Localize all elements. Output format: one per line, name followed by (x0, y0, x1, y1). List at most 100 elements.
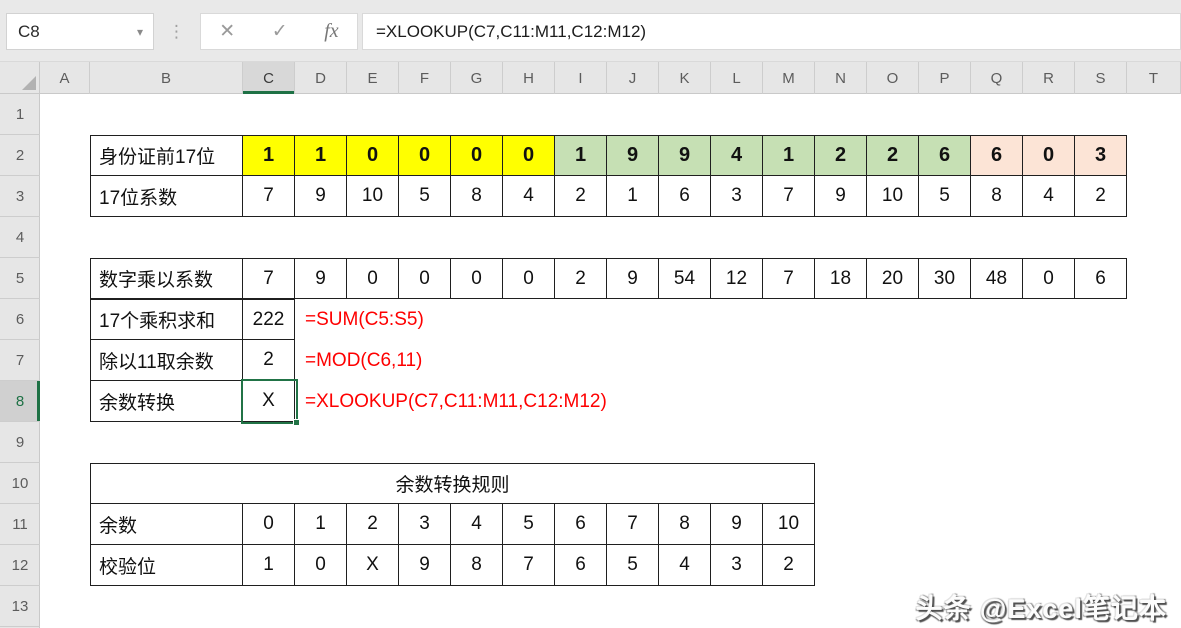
column-header-O[interactable]: O (867, 62, 919, 94)
calc-label[interactable]: 余数转换 (90, 381, 243, 422)
product-cell[interactable]: 0 (399, 258, 451, 299)
remainder-label[interactable]: 余数 (90, 504, 243, 545)
row-header-3[interactable]: 3 (0, 176, 40, 217)
column-header-R[interactable]: R (1023, 62, 1075, 94)
row-header-13[interactable]: 13 (0, 586, 40, 627)
row-header-1[interactable]: 1 (0, 94, 40, 135)
column-header-N[interactable]: N (815, 62, 867, 94)
column-header-K[interactable]: K (659, 62, 711, 94)
product-cell[interactable]: 9 (295, 258, 347, 299)
id-digits-label[interactable]: 身份证前17位 (90, 135, 243, 176)
id-digit-cell[interactable]: 2 (867, 135, 919, 176)
insert-function-icon[interactable]: fx (324, 20, 339, 42)
coeff-cell[interactable]: 7 (763, 176, 815, 217)
calc-value-cell[interactable]: 2 (243, 340, 295, 381)
coeff-cell[interactable]: 8 (451, 176, 503, 217)
column-header-F[interactable]: F (399, 62, 451, 94)
coeff-cell[interactable]: 10 (867, 176, 919, 217)
check-digit-cell[interactable]: 5 (607, 545, 659, 586)
calc-value-cell[interactable]: 222 (243, 299, 295, 340)
remainder-cell[interactable]: 4 (451, 504, 503, 545)
id-digit-cell[interactable]: 9 (607, 135, 659, 176)
row-header-12[interactable]: 12 (0, 545, 40, 586)
calc-value-cell[interactable]: X (243, 381, 295, 422)
column-header-C[interactable]: C (243, 62, 295, 94)
check-digit-cell[interactable]: 9 (399, 545, 451, 586)
row-header-6[interactable]: 6 (0, 299, 40, 340)
row-header-4[interactable]: 4 (0, 217, 40, 258)
column-header-E[interactable]: E (347, 62, 399, 94)
product-cell[interactable]: 0 (503, 258, 555, 299)
check-digit-label[interactable]: 校验位 (90, 545, 243, 586)
chevron-down-icon[interactable]: ▾ (136, 24, 143, 39)
product-cell[interactable]: 0 (1023, 258, 1075, 299)
id-digit-cell[interactable]: 0 (1023, 135, 1075, 176)
column-header-L[interactable]: L (711, 62, 763, 94)
column-header-D[interactable]: D (295, 62, 347, 94)
check-digit-cell[interactable]: 1 (243, 545, 295, 586)
select-all-button[interactable] (0, 62, 40, 94)
product-cell[interactable]: 9 (607, 258, 659, 299)
enter-icon[interactable]: ✓ (271, 21, 288, 42)
column-header-P[interactable]: P (919, 62, 971, 94)
row-header-2[interactable]: 2 (0, 135, 40, 176)
coeff-cell[interactable]: 6 (659, 176, 711, 217)
row-header-10[interactable]: 10 (0, 463, 40, 504)
product-cell[interactable]: 48 (971, 258, 1023, 299)
product-cell[interactable]: 7 (763, 258, 815, 299)
remainder-cell[interactable]: 10 (763, 504, 815, 545)
column-header-A[interactable]: A (40, 62, 90, 94)
id-digit-cell[interactable]: 0 (347, 135, 399, 176)
coeff-cell[interactable]: 2 (1075, 176, 1127, 217)
id-digit-cell[interactable]: 0 (399, 135, 451, 176)
check-digit-cell[interactable]: 3 (711, 545, 763, 586)
calc-label[interactable]: 17个乘积求和 (90, 299, 243, 340)
row-header-8[interactable]: 8 (0, 381, 40, 422)
coeff-cell[interactable]: 7 (243, 176, 295, 217)
remainder-cell[interactable]: 5 (503, 504, 555, 545)
coeff-cell[interactable]: 1 (607, 176, 659, 217)
column-header-B[interactable]: B (90, 62, 243, 94)
remainder-cell[interactable]: 0 (243, 504, 295, 545)
id-digit-cell[interactable]: 9 (659, 135, 711, 176)
id-digit-cell[interactable]: 1 (243, 135, 295, 176)
id-digit-cell[interactable]: 0 (451, 135, 503, 176)
product-cell[interactable]: 54 (659, 258, 711, 299)
name-box[interactable]: C8 ▾ (6, 13, 154, 50)
id-digit-cell[interactable]: 1 (295, 135, 347, 176)
rule-title[interactable]: 余数转换规则 (90, 463, 815, 504)
coeff-cell[interactable]: 9 (815, 176, 867, 217)
product-cell[interactable]: 0 (347, 258, 399, 299)
coeff-cell[interactable]: 8 (971, 176, 1023, 217)
remainder-cell[interactable]: 6 (555, 504, 607, 545)
product-cell[interactable]: 18 (815, 258, 867, 299)
column-header-S[interactable]: S (1075, 62, 1127, 94)
column-header-H[interactable]: H (503, 62, 555, 94)
check-digit-cell[interactable]: 4 (659, 545, 711, 586)
row-header-7[interactable]: 7 (0, 340, 40, 381)
product-cell[interactable]: 6 (1075, 258, 1127, 299)
calc-label[interactable]: 除以11取余数 (90, 340, 243, 381)
id-digit-cell[interactable]: 3 (1075, 135, 1127, 176)
coeff-label[interactable]: 17位系数 (90, 176, 243, 217)
remainder-cell[interactable]: 7 (607, 504, 659, 545)
remainder-cell[interactable]: 3 (399, 504, 451, 545)
column-header-M[interactable]: M (763, 62, 815, 94)
check-digit-cell[interactable]: 2 (763, 545, 815, 586)
sheet-canvas[interactable]: 身份证前17位 1 1 0 0 0 0 1 9 9 4 1 2 2 6 6 0 3 17位系数 7 9 10 5 8 4 2 1 6 3… (40, 94, 1181, 628)
check-digit-cell[interactable]: 6 (555, 545, 607, 586)
coeff-cell[interactable]: 10 (347, 176, 399, 217)
product-cell[interactable]: 0 (451, 258, 503, 299)
check-digit-cell[interactable]: 0 (295, 545, 347, 586)
product-cell[interactable]: 7 (243, 258, 295, 299)
check-digit-cell[interactable]: X (347, 545, 399, 586)
product-cell[interactable]: 20 (867, 258, 919, 299)
coeff-cell[interactable]: 4 (1023, 176, 1075, 217)
row-header-5[interactable]: 5 (0, 258, 40, 299)
coeff-cell[interactable]: 2 (555, 176, 607, 217)
id-digit-cell[interactable]: 2 (815, 135, 867, 176)
id-digit-cell[interactable]: 0 (503, 135, 555, 176)
product-cell[interactable]: 30 (919, 258, 971, 299)
column-header-Q[interactable]: Q (971, 62, 1023, 94)
id-digit-cell[interactable]: 6 (971, 135, 1023, 176)
